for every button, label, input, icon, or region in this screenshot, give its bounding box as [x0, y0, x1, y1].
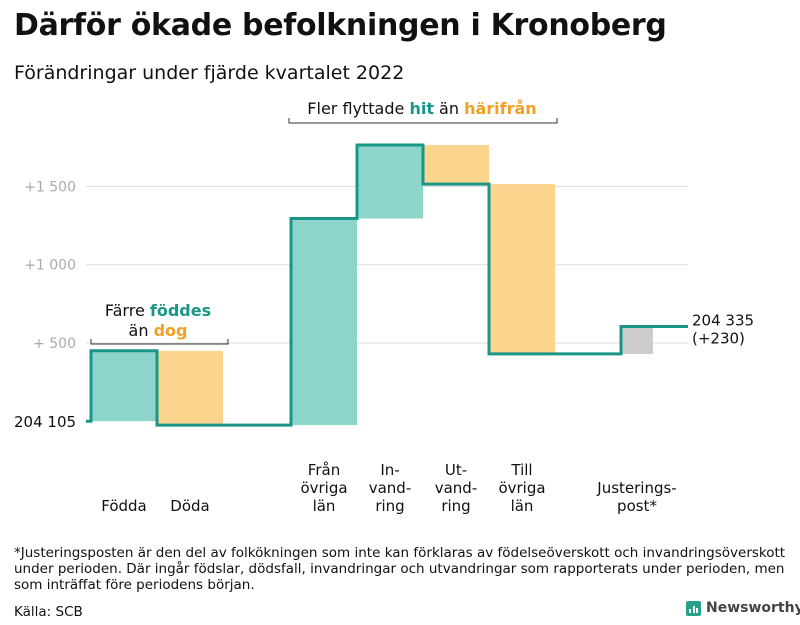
brand-name: Newsworthy [706, 600, 800, 616]
chart-title: Därför ökade befolkningen i Kronoberg [14, 8, 667, 43]
end-label-change: (+230) [692, 330, 745, 348]
waterfall-chart: + 500 +1 000 +1 500 204 105 204 335(+230) Föd… [14, 99, 754, 515]
category-label: övriga [300, 479, 347, 497]
category-label: Ut- [445, 461, 467, 479]
annotation-births-deaths-line-2: än dog [129, 321, 188, 340]
category-label: In- [380, 461, 399, 479]
bar-2 [157, 350, 223, 426]
bar-3 [291, 218, 357, 426]
baseline-label: 204 105 [14, 413, 76, 431]
category-label: vand- [369, 479, 412, 497]
category-label: post* [617, 497, 657, 515]
category-label: Till [510, 461, 532, 479]
category-label: ring [441, 497, 470, 515]
category-label: Döda [170, 497, 209, 515]
category-label: Från [308, 461, 340, 479]
bar-1 [91, 350, 157, 422]
category-label: län [313, 497, 336, 515]
bar-7 [621, 326, 653, 354]
category-label: övriga [498, 479, 545, 497]
category-label: ring [375, 497, 404, 515]
y-tick-label: +1 000 [24, 258, 76, 274]
y-tick-label: +1 500 [24, 179, 76, 195]
annotation-bracket-migration [288, 118, 558, 124]
annotation-births-deaths-line-1: Färre föddes [105, 301, 211, 320]
category-label: län [511, 497, 534, 515]
category-label: vand- [435, 479, 478, 497]
category-label: Justerings- [596, 479, 676, 497]
category-label: Födda [101, 497, 147, 515]
source-label: Källa: SCB [14, 604, 83, 620]
brand: Newsworthy [686, 600, 800, 616]
y-tick-label: + 500 [33, 336, 76, 352]
annotation-migration: Fler flyttade hit än härifrån [307, 99, 536, 118]
chart-subtitle: Förändringar under fjärde kvartalet 2022 [14, 62, 405, 84]
end-label-value: 204 335 [692, 312, 754, 330]
bar-6 [489, 184, 555, 354]
bar-5 [423, 144, 489, 185]
annotation-bracket-births-deaths [90, 339, 229, 345]
newsworthy-logo-icon [686, 600, 701, 616]
step-line [86, 143, 688, 427]
bar-4 [357, 144, 423, 219]
footnote: *Justeringsposten är den del av folkökni… [14, 545, 786, 593]
